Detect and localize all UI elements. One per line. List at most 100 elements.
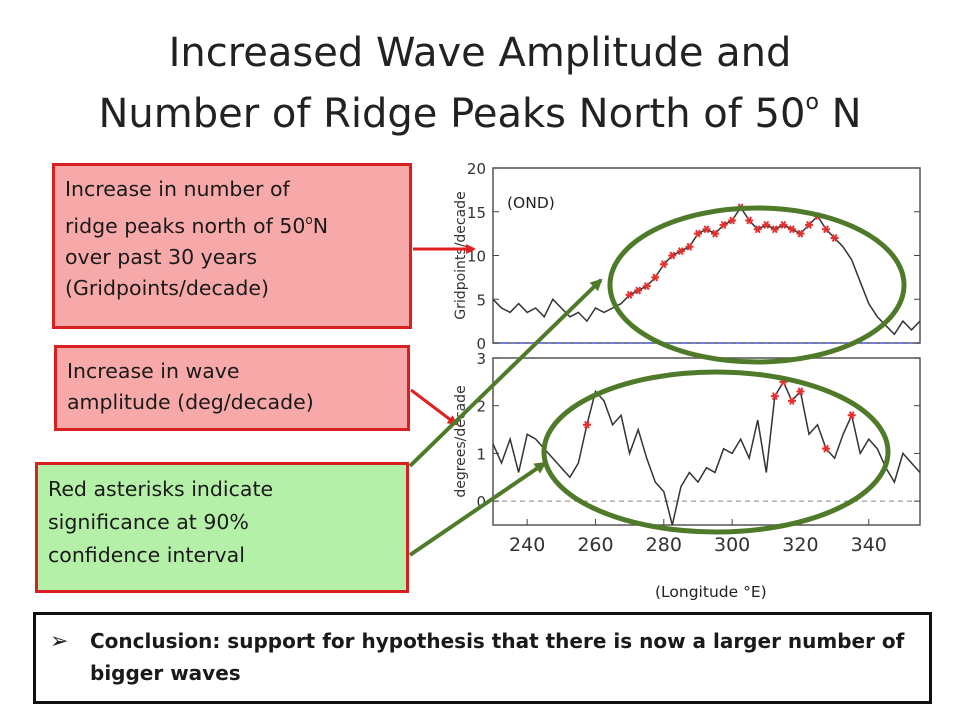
asterisk-stroke [797,387,804,396]
y-tick-label: 3 [476,350,486,368]
significance-asterisk [804,220,813,229]
wave-box-line-2: amplitude (deg/decade) [67,390,314,414]
significance-asterisk [796,229,805,238]
ridge-box-line-2-pre: ridge peaks north of 50 [65,214,306,238]
asterisk-stroke [789,225,795,234]
significance-asterisk [762,220,771,229]
ridge-box-line-3: over past 30 years [65,245,258,269]
bottom-highlight-ellipse [541,369,891,535]
asterisk-stroke [806,220,812,229]
significance-asterisk [711,229,720,238]
plot-frame [492,357,921,526]
asterisk-stroke [635,286,642,295]
conclusion-text: Conclusion: support for hypothesis that … [90,629,905,685]
y-tick-label: 0 [476,493,486,511]
ridge-box-line-2-post: N [312,214,329,238]
significance-asterisk [659,260,668,269]
significance-box: Red asterisks indicate significance at 9… [35,462,409,593]
ridge-peaks-box: Increase in number of ridge peaks north … [52,163,412,329]
significance-asterisk [728,216,737,225]
significance-asterisk [685,242,694,251]
significance-asterisk [668,251,677,260]
asterisk-stroke [720,220,727,229]
ridge-box-line-1: Increase in number of [65,177,290,201]
wave-amplitude-box: Increase in wave amplitude (deg/decade) [54,345,410,431]
conclusion-box: ➢ Conclusion: support for hypothesis tha… [33,612,932,704]
significance-asterisk [745,216,754,225]
slide-title: Increased Wave Amplitude and Number of R… [0,28,960,139]
x-tick-label: 240 [509,534,545,556]
significance-asterisk [651,273,660,282]
asterisk-stroke [643,282,650,291]
x-tick-label: 300 [714,534,750,556]
y-tick-label: 20 [467,160,486,178]
sig-box-line-2: significance at 90% [48,510,249,534]
significance-asterisk [822,444,831,453]
significance-asterisk [770,225,779,234]
asterisk-stroke [695,229,701,238]
x-tick-label: 320 [782,534,818,556]
y-tick-label: 15 [467,204,486,222]
asterisk-stroke [712,229,718,238]
asterisk-stroke [584,420,590,429]
significance-asterisk [719,220,728,229]
significance-asterisk [822,225,831,234]
significance-asterisk [847,411,856,420]
significance-asterisk [830,234,839,242]
asterisk-stroke [626,290,633,299]
y-axis-label: degrees/decade [453,385,469,497]
asterisk-stroke [763,220,770,229]
x-axis: 240 260 280 300 320 340 [509,519,887,556]
asterisk-stroke [797,229,804,238]
title-line-1: Increased Wave Amplitude and [168,30,792,76]
asterisk-stroke [771,392,778,401]
top-highlight-ellipse [607,205,907,365]
asterisk-stroke [686,242,693,251]
x-tick-label: 280 [646,534,682,556]
asterisk-stroke [669,251,676,260]
ridge-box-superscript: o [305,213,313,227]
significance-asterisk [642,282,651,291]
asterisk-stroke [831,234,838,242]
significance-asterisk [779,220,788,229]
significance-asterisk [796,387,805,396]
significance-asterisk [634,286,643,295]
significance-asterisk [787,396,796,405]
asterisk-stroke [789,396,795,405]
sig-box-line-3: confidence interval [48,543,245,567]
bottom-panel: 0 1 2 3 degrees/decade [453,350,921,526]
y-tick-label: 1 [476,445,486,463]
significance-asterisk [702,225,711,234]
y-tick-label: 5 [476,291,486,309]
ridge-box-line-4: (Gridpoints/decade) [65,276,269,300]
asterisk-stroke [780,220,787,229]
significance-asterisk [693,229,702,238]
asterisk-stroke [660,260,667,269]
sig-arrow-top [408,278,603,468]
title-line-2-text: Number of Ridge Peaks North of 50 [98,91,806,137]
significance-asterisk [787,225,796,234]
arrow-bullet-icon: ➢ [50,629,69,654]
significance-asterisk [753,225,762,234]
significance-asterisk [582,420,591,429]
season-label: (OND) [507,194,555,212]
ridge-box-line-2: ridge peaks north of 50oN [65,205,399,242]
significance-asterisk [676,247,685,256]
sig-arrow-bottom [408,461,547,557]
sig-box-line-1: Red asterisks indicate [48,477,274,501]
significance-asterisk [770,392,779,401]
wave-arrow [410,388,458,426]
asterisk-stroke [678,247,684,256]
title-superscript: o [805,90,819,115]
title-line-2: Number of Ridge Peaks North of 50o N [0,78,960,139]
asterisk-stroke [652,273,659,282]
y-tick-label: 2 [476,398,486,416]
longitude-label: (Longitude °E) [655,583,767,601]
asterisk-stroke [771,225,778,234]
asterisk-stroke [729,216,735,225]
y-tick-label: 0 [476,335,486,353]
y-axis-label: Gridpoints/decade [453,191,469,319]
asterisk-stroke [754,225,761,234]
